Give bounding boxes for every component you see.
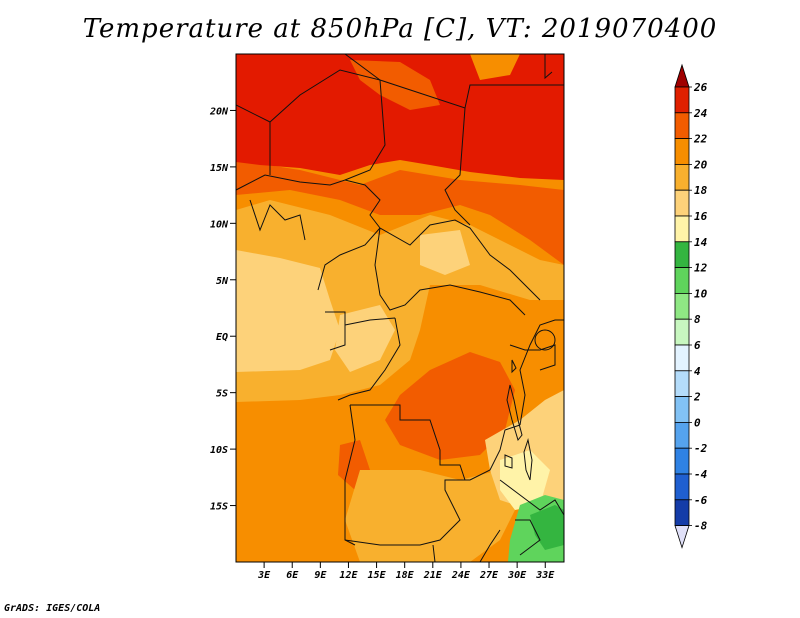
colorbar-swatch (674, 473, 690, 501)
colorbar-swatch (674, 396, 690, 423)
lon-tick-label: 33E (535, 570, 555, 581)
temperature-field (236, 54, 564, 562)
colorbar-swatch (674, 499, 690, 526)
colorbar-label: 20 (693, 158, 708, 171)
lat-tick-label: 5N (216, 276, 229, 287)
border-path (544, 54, 553, 80)
colorbar-swatch (674, 267, 690, 294)
colorbar-label: 24 (693, 107, 708, 120)
field-warm-north (236, 160, 564, 265)
country-borders (236, 54, 564, 562)
longitude-axis: 3E 6E 9E 12E 15E 18E 21E 24E 27E 30E 33E (257, 562, 555, 581)
border-path (337, 317, 401, 401)
lat-tick-label: EQ (216, 332, 228, 343)
colorbar-swatch (674, 163, 690, 191)
border-path (509, 344, 556, 371)
field-pale-east (420, 230, 470, 275)
border-path (432, 529, 501, 562)
colorbar-top-arrow (674, 63, 690, 88)
lon-tick-label: 24E (451, 570, 471, 581)
border-path (379, 79, 564, 109)
colorbar-swatch (674, 112, 690, 140)
border-path (344, 54, 381, 81)
colorbar-swatch (674, 318, 690, 346)
colorbar-label: 14 (694, 236, 708, 249)
colorbar-label: 10 (694, 287, 708, 300)
colorbar-label: 8 (694, 313, 701, 326)
lake-kivu (511, 359, 517, 374)
colorbar-label: 22 (693, 133, 708, 146)
lon-tick-label: 12E (339, 570, 358, 581)
lat-tick-label: 10S (210, 445, 228, 456)
colorbar-label: 6 (694, 339, 701, 352)
colorbar-label: 2 (693, 391, 701, 404)
border-path (344, 404, 356, 546)
border-path (236, 69, 386, 181)
border-path (350, 404, 466, 481)
colorbar-swatch (674, 138, 690, 165)
colorbar-label: 4 (694, 365, 701, 378)
border-path (379, 219, 541, 301)
lake-victoria (534, 329, 556, 351)
lon-tick-label: 9E (314, 570, 327, 581)
colorbar-label: 0 (694, 416, 701, 429)
colorbar-swatch (674, 86, 690, 114)
border-path (444, 107, 471, 226)
border-path (519, 319, 564, 426)
lat-tick-label: 15N (210, 163, 229, 174)
lake-malawi (523, 438, 533, 481)
colorbar-label: 16 (694, 210, 708, 223)
lat-tick-label: 15S (210, 502, 228, 513)
colorbar-label: -4 (694, 468, 708, 481)
lat-tick-label: 5S (216, 389, 228, 400)
lon-tick-label: 21E (423, 570, 443, 581)
field-green-dark (530, 505, 564, 550)
lon-tick-label: 15E (368, 570, 387, 581)
border-path (344, 424, 521, 546)
field-pale-coast (236, 250, 340, 372)
lake-mweru (504, 454, 513, 469)
colorbar-swatch (674, 370, 690, 397)
colorbar-label: 12 (694, 262, 708, 275)
colorbar-swatch (674, 421, 690, 449)
field-pale-central (335, 305, 395, 372)
colorbar-label: -2 (694, 442, 708, 455)
border-path (325, 311, 396, 351)
colorbar-swatch (674, 447, 690, 475)
colorbar-label: 18 (694, 184, 708, 197)
border-path (249, 122, 306, 241)
colorbar-swatch (674, 241, 690, 269)
lon-tick-label: 3E (257, 570, 271, 581)
colorbar-label: -6 (694, 494, 708, 507)
lake-tanganyika (506, 384, 523, 442)
border-path (515, 519, 541, 556)
lat-tick-label: 20N (209, 106, 229, 117)
field-orange-north-patch-2 (470, 54, 520, 80)
latitude-axis: 20N 15N 10N 5N EQ 5S 10S 15S (209, 106, 236, 513)
lon-tick-label: 27E (479, 570, 499, 581)
lon-tick-label: 6E (286, 570, 299, 581)
border-path (374, 227, 526, 316)
colorbar-label: -8 (694, 520, 708, 533)
colorbar-swatch (674, 215, 690, 243)
colorbar-bottom-arrow (674, 525, 690, 549)
footer-credit: GrADS: IGES/COLA (4, 603, 101, 614)
field-light-orange-south (345, 470, 520, 562)
border-path (236, 174, 381, 229)
colorbar-swatch (674, 189, 690, 217)
field-warm-central (385, 352, 515, 460)
border-path (499, 479, 564, 516)
lon-tick-label: 30E (507, 570, 527, 581)
map-frame (235, 53, 565, 563)
lat-tick-label: 10N (210, 219, 229, 230)
colorbar-swatch (674, 344, 690, 372)
map-title: Temperature at 850hPa [C], VT: 201907040… (82, 14, 718, 44)
colorbar-swatch (674, 292, 690, 320)
lakes (504, 329, 556, 481)
lon-tick-label: 18E (396, 570, 415, 581)
border-path (317, 227, 381, 291)
colorbar-label: 26 (693, 81, 708, 94)
